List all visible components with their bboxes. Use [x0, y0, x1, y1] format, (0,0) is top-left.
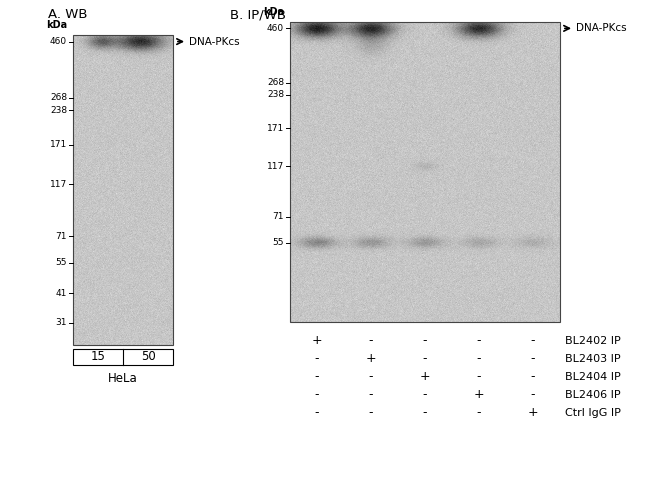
Text: -: -: [531, 352, 535, 366]
Text: DNA-PKcs: DNA-PKcs: [576, 23, 627, 33]
Text: -: -: [315, 370, 319, 384]
Text: 460: 460: [267, 24, 284, 33]
Text: +: +: [312, 334, 322, 347]
Text: kDa: kDa: [46, 20, 67, 30]
Text: 55: 55: [55, 258, 67, 267]
Text: -: -: [315, 388, 319, 402]
Text: 31: 31: [55, 318, 67, 327]
Text: +: +: [366, 352, 376, 366]
Text: 41: 41: [56, 289, 67, 298]
Text: 268: 268: [267, 79, 284, 87]
Text: -: -: [315, 407, 319, 420]
Text: -: -: [369, 388, 373, 402]
Text: DNA-PKcs: DNA-PKcs: [189, 37, 240, 46]
Text: -: -: [422, 407, 427, 420]
Text: +: +: [528, 407, 538, 420]
Text: 71: 71: [272, 212, 284, 221]
Text: 238: 238: [50, 106, 67, 115]
Text: 238: 238: [267, 90, 284, 99]
Text: 460: 460: [50, 37, 67, 46]
Text: 15: 15: [90, 350, 105, 364]
Text: -: -: [369, 334, 373, 347]
Text: -: -: [476, 370, 481, 384]
Text: B. IP/WB: B. IP/WB: [230, 8, 286, 21]
Text: -: -: [422, 388, 427, 402]
Text: -: -: [369, 407, 373, 420]
Text: 171: 171: [266, 123, 284, 133]
Text: 268: 268: [50, 93, 67, 102]
Text: +: +: [474, 388, 484, 402]
Text: HeLa: HeLa: [108, 372, 138, 386]
Text: -: -: [315, 352, 319, 366]
Text: 71: 71: [55, 232, 67, 241]
Text: -: -: [422, 352, 427, 366]
Text: BL2404 IP: BL2404 IP: [565, 372, 621, 382]
Text: -: -: [476, 334, 481, 347]
Text: -: -: [476, 407, 481, 420]
Text: -: -: [369, 370, 373, 384]
Text: 55: 55: [272, 238, 284, 247]
Text: BL2406 IP: BL2406 IP: [565, 390, 621, 400]
Text: 171: 171: [50, 140, 67, 149]
Text: -: -: [531, 370, 535, 384]
Text: BL2402 IP: BL2402 IP: [565, 336, 621, 346]
Text: kDa: kDa: [263, 7, 284, 17]
Bar: [73, 349, 173, 365]
Text: -: -: [422, 334, 427, 347]
Bar: [73, 35, 173, 345]
Text: 117: 117: [50, 180, 67, 189]
Text: BL2403 IP: BL2403 IP: [565, 354, 621, 364]
Text: A. WB: A. WB: [48, 8, 88, 21]
Text: Ctrl IgG IP: Ctrl IgG IP: [565, 408, 621, 418]
Text: 117: 117: [266, 162, 284, 171]
Text: -: -: [531, 388, 535, 402]
Text: -: -: [531, 334, 535, 347]
Text: +: +: [420, 370, 430, 384]
Text: -: -: [476, 352, 481, 366]
Bar: [290, 22, 560, 322]
Text: 50: 50: [140, 350, 155, 364]
